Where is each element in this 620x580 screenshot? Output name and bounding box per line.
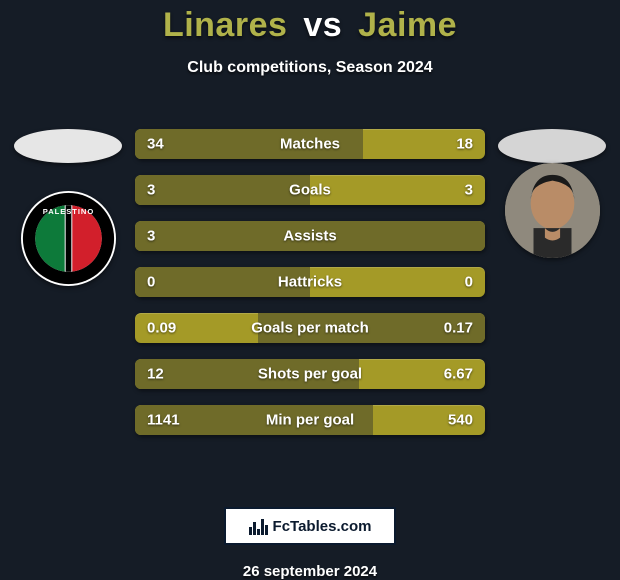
stat-value-left: 1141 (147, 412, 180, 429)
stat-label: Min per goal (266, 412, 354, 429)
stat-bar: 3 Assists (135, 221, 485, 251)
brand-icon (249, 517, 267, 535)
stat-label: Goals per match (251, 320, 369, 337)
stat-bar: 0.09 0.17 Goals per match (135, 313, 485, 343)
stat-value-left: 0.09 (147, 320, 176, 337)
stat-value-right: 0.17 (444, 320, 473, 337)
title-player2: Jaime (358, 6, 457, 44)
stat-value-right: 18 (456, 136, 473, 153)
stat-value-left: 3 (147, 228, 155, 245)
root: Linares vs Jaime Club competitions, Seas… (0, 0, 620, 580)
stat-label: Goals (289, 182, 331, 199)
player2-club-logo-placeholder (498, 129, 606, 163)
stat-bar: 34 18 Matches (135, 129, 485, 159)
stat-fill-left (135, 175, 310, 205)
stat-value-left: 34 (147, 136, 164, 153)
stat-bar: 0 0 Hattricks (135, 267, 485, 297)
stat-bar: 3 3 Goals (135, 175, 485, 205)
stat-label: Assists (283, 228, 336, 245)
right-side (492, 129, 612, 258)
stat-value-left: 0 (147, 274, 155, 291)
stat-label: Shots per goal (258, 366, 362, 383)
player1-club-logo: PALESTINO (21, 191, 116, 286)
stat-value-right: 0 (465, 274, 473, 291)
title-vs: vs (303, 6, 342, 44)
player2-photo (505, 163, 600, 258)
page-title: Linares vs Jaime (163, 6, 457, 45)
stat-label: Hattricks (278, 274, 342, 291)
brand-text: FcTables.com (273, 518, 372, 535)
date: 26 september 2024 (243, 563, 377, 580)
stat-value-left: 3 (147, 182, 155, 199)
stat-bar: 12 6.67 Shots per goal (135, 359, 485, 389)
stat-bar: 1141 540 Min per goal (135, 405, 485, 435)
stat-label: Matches (280, 136, 340, 153)
main: PALESTINO 34 18 Matches 3 3 Goals 3 Assists 0 0 Ha… (0, 107, 620, 489)
title-player1: Linares (163, 6, 287, 44)
left-side: PALESTINO (8, 129, 128, 286)
subtitle: Club competitions, Season 2024 (187, 59, 432, 77)
stat-value-right: 6.67 (444, 366, 473, 383)
stat-bars: 34 18 Matches 3 3 Goals 3 Assists 0 0 Hattricks 0.0… (135, 129, 485, 435)
svg-text:PALESTINO: PALESTINO (42, 207, 93, 216)
stat-value-right: 540 (448, 412, 473, 429)
player1-photo-placeholder (14, 129, 122, 163)
stat-value-left: 12 (147, 366, 164, 383)
stat-value-right: 3 (465, 182, 473, 199)
brand-logo: FcTables.com (224, 507, 396, 545)
